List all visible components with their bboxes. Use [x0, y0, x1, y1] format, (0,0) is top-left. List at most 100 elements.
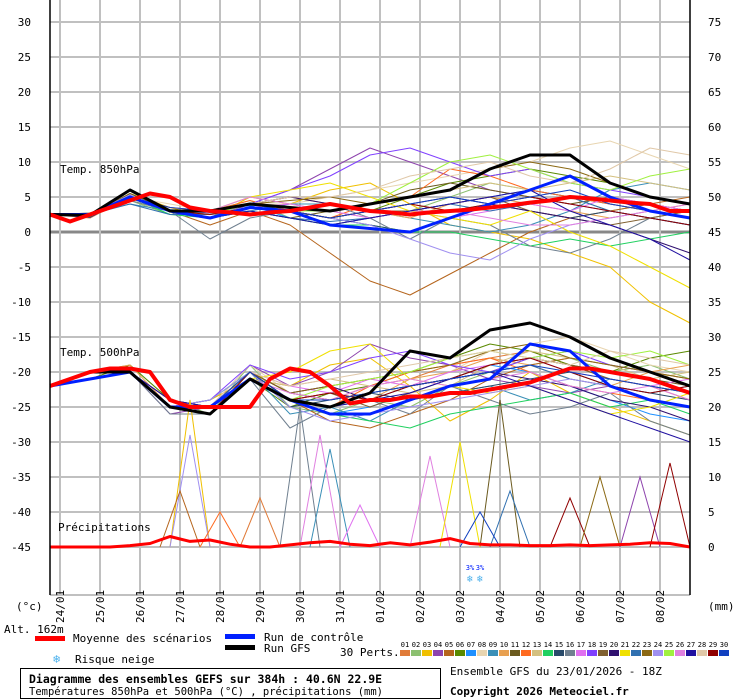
label-t500: Temp. 500hPa: [60, 346, 139, 359]
date-label: 28/01: [214, 590, 227, 623]
date-label: 04/02: [494, 590, 507, 623]
member-legend-swatch: [686, 650, 696, 656]
date-label: 07/02: [614, 590, 627, 623]
member-legend-swatch: [433, 650, 443, 656]
member-legend-id: 14: [544, 641, 552, 649]
legend-mean-swatch: [35, 636, 65, 641]
gfs-t500-line: [49, 321, 691, 416]
legend-perts-label: 30 Perts.: [340, 646, 400, 659]
altitude-label: Alt. 162m: [4, 623, 64, 636]
member-legend-swatch: [444, 650, 454, 656]
snowflake-icon: ❄: [467, 574, 474, 585]
right-tick-label: 0: [708, 541, 715, 554]
left-tick-label: -40: [11, 506, 31, 519]
member-legend-id: 08: [478, 641, 486, 649]
member-11-precip-spike: [479, 399, 521, 548]
member-legend-id: 24: [654, 641, 662, 649]
member-legend-id: 04: [434, 641, 442, 649]
label-precip: Précipitations: [58, 521, 151, 534]
grid: [50, 0, 690, 596]
date-label: 26/01: [134, 590, 147, 623]
member-legend-id: 02: [412, 641, 420, 649]
member-legend-swatch: [587, 650, 597, 656]
member-legend-swatch: [697, 650, 707, 656]
copyright: Copyright 2026 Meteociel.fr: [450, 685, 629, 698]
member-legend-id: 25: [665, 641, 673, 649]
member-legend-id: 16: [566, 641, 574, 649]
right-tick-label: 35: [708, 296, 721, 309]
member-legend-id: 01: [401, 641, 409, 649]
member-legend-swatch: [477, 650, 487, 656]
member-legend-swatch: [488, 650, 498, 656]
right-tick-label: 30: [708, 331, 721, 344]
left-tick-label: 15: [18, 121, 31, 134]
control-t850-line: [50, 174, 691, 234]
member-legend-swatch: [642, 650, 652, 656]
member-legend-swatch: [631, 650, 641, 656]
right-tick-label: 70: [708, 51, 721, 64]
member-legend-swatch: [565, 650, 575, 656]
right-tick-label: 15: [708, 436, 721, 449]
member-29-precip-spike: [649, 462, 691, 548]
legend-mean-label: Moyenne des scénarios: [73, 632, 212, 645]
left-tick-label: -20: [11, 366, 31, 379]
member-legend-id: 11: [511, 641, 519, 649]
date-label: 06/02: [574, 590, 587, 623]
chart-title: Diagramme des ensembles GEFS sur 384h : …: [29, 672, 382, 686]
snow-risk-percent: 3%: [476, 564, 485, 572]
left-tick-label: -5: [18, 261, 31, 274]
member-legend-id: 12: [522, 641, 530, 649]
member-05-precip-spike: [159, 489, 201, 548]
left-tick-label: 10: [18, 156, 31, 169]
left-tick-label: 5: [24, 191, 31, 204]
member-legend-swatch: [422, 650, 432, 656]
member-23-precip-spike: [579, 475, 621, 548]
left-tick-label: 20: [18, 86, 31, 99]
member-legend-swatch: [466, 650, 476, 656]
member-legend-swatch: [609, 650, 619, 656]
legend-control-label: Run de contrôle: [264, 631, 363, 644]
date-label: 29/01: [254, 590, 267, 623]
member-12-precip-spike: [199, 510, 241, 548]
member-legend-swatch: [400, 650, 410, 656]
member-30-precip-spike: [459, 510, 501, 548]
right-axis-unit: (mm): [708, 600, 735, 613]
member-legend-id: 27: [687, 641, 695, 649]
member-legend-id: 29: [709, 641, 717, 649]
left-tick-label: -35: [11, 471, 31, 484]
member-legend-swatch: [455, 650, 465, 656]
member-26-precip-spike: [299, 434, 341, 548]
member-legend: 01 02 03 04 05 06 07 08 09 10 11 12 13 14 15 16 17 18 19 20…: [400, 641, 729, 656]
member-legend-swatch: [708, 650, 718, 656]
member-legend-id: 22: [632, 641, 640, 649]
right-tick-label: 40: [708, 261, 721, 274]
member-legend-swatch: [719, 650, 729, 656]
mean-t850-line: [49, 191, 690, 224]
member-legend-id: 06: [456, 641, 464, 649]
left-tick-label: -45: [11, 541, 31, 554]
member-17-precip-spike: [339, 503, 381, 548]
mean-precip-line: [50, 535, 691, 549]
member-25-t850-line: [49, 154, 691, 218]
member-23-t500-line: [49, 343, 691, 408]
member-26-precip-spike: [409, 455, 451, 548]
member-22-precip-spike: [489, 489, 531, 548]
right-tick-label: 75: [708, 16, 721, 29]
legend-gfs-swatch: [225, 645, 255, 650]
date-label: 30/01: [294, 590, 307, 623]
date-label: 05/02: [534, 590, 547, 623]
member-legend-swatch: [653, 650, 663, 656]
title-box: [20, 668, 441, 699]
member-legend-id: 05: [445, 641, 453, 649]
member-16-precip-spike: [279, 406, 321, 548]
member-legend-id: 18: [588, 641, 596, 649]
right-tick-label: 65: [708, 86, 721, 99]
right-tick-label: 5: [708, 506, 715, 519]
member-legend-swatch: [510, 650, 520, 656]
left-tick-label: 30: [18, 16, 31, 29]
member-04-precip-spike: [619, 475, 661, 548]
left-tick-label: -25: [11, 401, 31, 414]
member-legend-id: 30: [720, 641, 728, 649]
member-legend-id: 28: [698, 641, 706, 649]
